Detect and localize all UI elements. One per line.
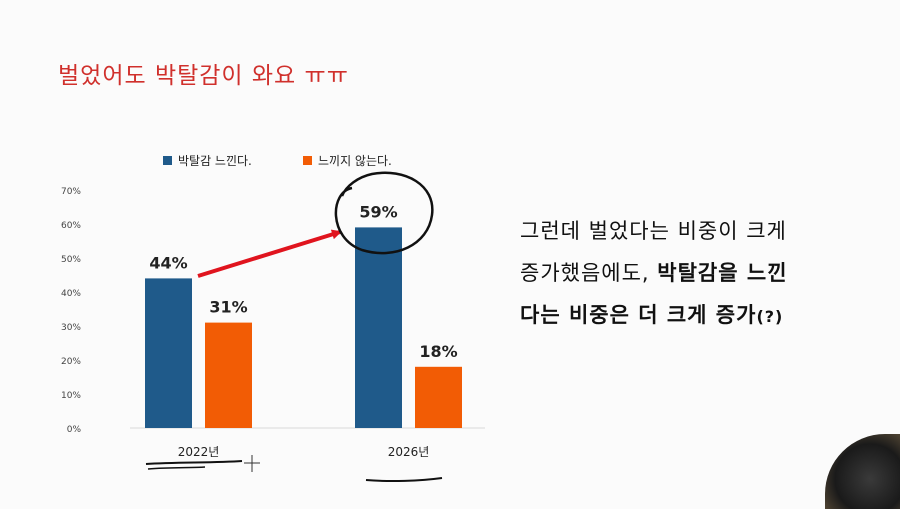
legend-swatch-0: [163, 156, 172, 165]
description-line-2-plain: 증가했음에도,: [520, 261, 658, 285]
x-tick-label: 2026년: [388, 445, 430, 459]
highlight-circle: [334, 171, 434, 255]
bar-1-1: [415, 366, 462, 428]
y-tick-label: 20%: [61, 357, 81, 367]
bar-1-0: [205, 322, 252, 428]
trend-arrow: [197, 229, 342, 278]
y-tick-label: 50%: [61, 255, 81, 265]
legend-label-0: 박탈감 느낀다.: [178, 154, 252, 168]
chart-legend: 박탈감 느낀다. 느끼지 않는다.: [163, 154, 392, 168]
bar-0-1: [355, 227, 402, 428]
description-line-3-bold: 다는 비중은 더 크게 증가: [520, 303, 757, 327]
legend-label-1: 느끼지 않는다.: [318, 154, 392, 168]
description-line-3: 다는 비중은 더 크게 증가(?): [520, 294, 880, 338]
bar-0-0: [145, 278, 192, 428]
underline-2022: [145, 460, 243, 465]
description-line-2: 증가했음에도, 박탈감을 느낀: [520, 252, 880, 294]
legend-swatch-1: [303, 156, 312, 165]
data-label: 31%: [209, 298, 247, 317]
y-axis: 0% 10% 20% 30% 40% 50% 60% 70%: [61, 187, 81, 435]
y-tick-label: 60%: [61, 221, 81, 231]
bars: [145, 227, 462, 428]
description-line-2-bold: 박탈감을 느낀: [657, 261, 788, 285]
y-tick-label: 70%: [61, 187, 81, 197]
data-labels: 44% 31% 59% 18%: [149, 202, 457, 360]
x-tick-label: 2022년: [178, 445, 220, 459]
x-axis-labels: 2022년 2026년: [178, 445, 430, 459]
underline-2022-second: [147, 466, 206, 470]
y-tick-label: 30%: [61, 323, 81, 333]
data-label: 44%: [149, 253, 187, 272]
y-tick-label: 0%: [67, 425, 82, 435]
underline-2026: [365, 477, 443, 483]
crosshair-cursor-icon: [244, 455, 260, 472]
data-label: 59%: [359, 202, 397, 221]
slide-title: 벌었어도 박탈감이 와요 ㅠㅠ: [58, 63, 349, 89]
y-tick-label: 10%: [61, 391, 81, 401]
description-line-1: 그런데 벌었다는 비중이 크게: [520, 219, 787, 243]
y-tick-label: 40%: [61, 289, 81, 299]
description-line-3-tail: (?): [756, 307, 784, 326]
data-label: 18%: [419, 342, 457, 361]
description-text: 그런데 벌었다는 비중이 크게 증가했음에도, 박탈감을 느낀 다는 비중은 더…: [520, 210, 880, 338]
